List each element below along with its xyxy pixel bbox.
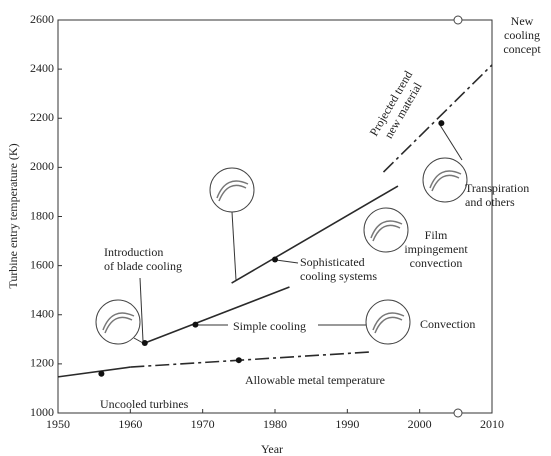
trend-line bbox=[382, 64, 493, 173]
annotation-text: Transpiration bbox=[465, 181, 529, 195]
y-tick-label: 2400 bbox=[30, 61, 54, 75]
x-tick-label: 2010 bbox=[480, 417, 504, 431]
milestone-dot bbox=[438, 120, 445, 127]
annotation: Convection bbox=[420, 317, 475, 331]
milestone-dot bbox=[272, 256, 278, 263]
x-tick-label: 2000 bbox=[408, 417, 432, 431]
annotation-text: cooling bbox=[504, 28, 540, 42]
milestone-dot bbox=[98, 370, 105, 377]
annotation-text: convection bbox=[410, 256, 463, 270]
y-tick-label: 1000 bbox=[30, 405, 54, 419]
x-tick-label: 1990 bbox=[335, 417, 359, 431]
blade-icons bbox=[95, 15, 468, 418]
leader-lines bbox=[133, 124, 463, 344]
annotation-text: Uncooled turbines bbox=[100, 397, 189, 411]
annotation: Allowable metal temperature bbox=[245, 373, 385, 387]
annotation-text: Sophisticated bbox=[300, 255, 365, 269]
x-axis-label: Year bbox=[261, 442, 283, 456]
annotation-text: Allowable metal temperature bbox=[245, 373, 385, 387]
y-tick-label: 1400 bbox=[30, 307, 54, 321]
milestone-dot bbox=[141, 339, 148, 346]
annotation-text: and others bbox=[465, 195, 515, 209]
y-tick-label: 1800 bbox=[30, 208, 54, 222]
annotation-text: Film bbox=[425, 228, 448, 242]
y-tick-label: 1200 bbox=[30, 356, 54, 370]
y-tick-label: 1600 bbox=[30, 257, 54, 271]
trend-line bbox=[130, 351, 370, 368]
annotation-text: concept bbox=[503, 42, 541, 56]
x-tick-label: 1960 bbox=[118, 417, 142, 431]
annotation-text: Convection bbox=[420, 317, 475, 331]
annotation-text: Introduction bbox=[104, 245, 163, 259]
y-tick-label: 2600 bbox=[30, 12, 54, 26]
plot-frame bbox=[57, 19, 493, 414]
x-tick-label: 1980 bbox=[263, 417, 287, 431]
annotation: Simple cooling bbox=[233, 319, 306, 333]
y-axis-label: Turbine entry temperature (K) bbox=[6, 143, 20, 288]
annotation-text: cooling systems bbox=[300, 269, 377, 283]
annotation-text: New bbox=[511, 14, 534, 28]
x-tick-label: 1970 bbox=[191, 417, 215, 431]
trend-line bbox=[144, 286, 290, 344]
y-tick-label: 2000 bbox=[30, 159, 54, 173]
y-tick-label: 2200 bbox=[30, 110, 54, 124]
annotation: Uncooled turbines bbox=[100, 397, 189, 411]
milestone-dot bbox=[192, 321, 199, 328]
annotation-text: Simple cooling bbox=[233, 319, 306, 333]
annotation-text: impingement bbox=[404, 242, 468, 256]
x-tick-label: 1950 bbox=[46, 417, 70, 431]
trend-line bbox=[57, 366, 131, 378]
trend-line bbox=[231, 185, 399, 284]
annotation-text: of blade cooling bbox=[104, 259, 182, 273]
milestone-dot bbox=[235, 357, 242, 364]
blade-shapes bbox=[102, 170, 462, 334]
